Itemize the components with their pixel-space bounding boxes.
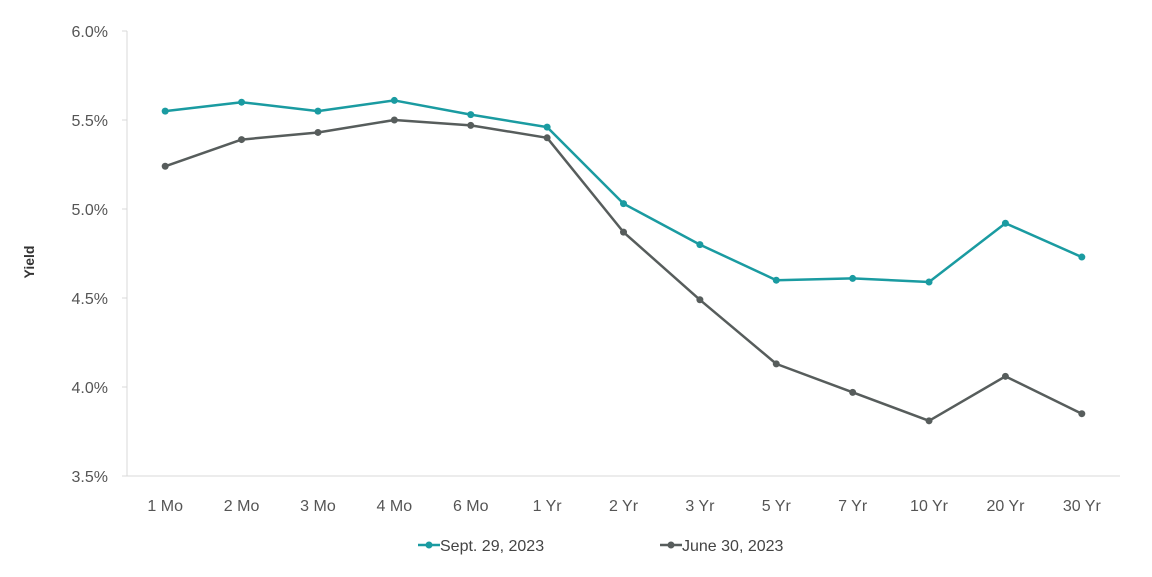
data-point [772, 360, 780, 368]
x-tick-label: 4 Mo [377, 498, 413, 515]
x-tick-label: 10 Yr [910, 498, 949, 515]
y-tick-label: 4.0% [72, 380, 108, 397]
legend-label: June 30, 2023 [682, 538, 784, 555]
data-point [925, 417, 933, 425]
legend-item: June 30, 2023 [660, 538, 784, 555]
y-tick-label: 5.0% [72, 202, 108, 219]
y-tick-label: 4.5% [72, 291, 108, 308]
legend-label: Sept. 29, 2023 [440, 538, 544, 555]
data-point [1078, 410, 1086, 418]
x-tick-label: 6 Mo [453, 498, 489, 515]
series-0 [161, 96, 1086, 286]
data-point [390, 116, 398, 124]
data-point [925, 278, 933, 286]
data-point [849, 274, 857, 282]
series-lines [161, 96, 1086, 425]
data-point [543, 134, 551, 142]
data-point [161, 162, 169, 170]
y-tick-label: 5.5% [72, 113, 108, 130]
data-point [314, 107, 322, 115]
x-tick-label: 1 Mo [147, 498, 183, 515]
data-point [314, 128, 322, 136]
data-point [543, 123, 551, 131]
x-tick-label: 30 Yr [1063, 498, 1102, 515]
legend-item: Sept. 29, 2023 [418, 538, 544, 555]
x-tick-label: 1 Yr [533, 498, 563, 515]
legend-swatch-marker [425, 541, 433, 549]
data-point [467, 121, 475, 129]
data-point [161, 107, 169, 115]
y-axis-title: Yield [21, 246, 37, 279]
y-tick-labels: 3.5% 4.0% 4.5% 5.0% 5.5% 6.0% [72, 24, 127, 486]
x-tick-label: 5 Yr [762, 498, 792, 515]
x-tick-label: 2 Yr [609, 498, 639, 515]
data-point [696, 241, 704, 249]
data-point [620, 200, 627, 208]
x-tick-label: 7 Yr [838, 498, 868, 515]
x-tick-label: 3 Yr [685, 498, 715, 515]
data-point [1001, 219, 1009, 227]
series-1 [161, 116, 1086, 425]
x-tick-label: 20 Yr [986, 498, 1025, 515]
data-point [772, 276, 780, 284]
data-point [849, 388, 857, 396]
data-point [696, 296, 704, 304]
data-point [238, 98, 246, 106]
legend: Sept. 29, 2023 June 30, 2023 [418, 538, 784, 555]
data-point [1001, 372, 1009, 380]
x-tick-labels: 1 Mo 2 Mo 3 Mo 4 Mo 6 Mo 1 Yr 2 Yr 3 Yr 5 Yr 7 Yr… [147, 498, 1101, 515]
data-point [390, 96, 398, 104]
x-tick-label: 2 Mo [224, 498, 260, 515]
y-tick-label: 3.5% [72, 469, 108, 486]
series-line [165, 99, 1083, 284]
data-point [238, 136, 246, 144]
x-tick-label: 3 Mo [300, 498, 336, 515]
legend-swatch-marker [667, 541, 675, 549]
y-tick-label: 6.0% [72, 24, 108, 41]
data-point [620, 228, 627, 236]
data-point [467, 111, 475, 119]
data-point [1078, 253, 1086, 261]
